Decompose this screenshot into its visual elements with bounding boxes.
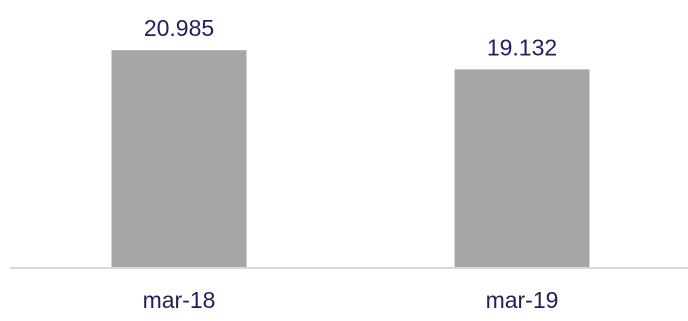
data-labels-group: 20.985 19.132 (144, 15, 557, 60)
bar-mar-18 (111, 50, 247, 268)
bar-mar-19 (454, 69, 590, 268)
data-label-mar-19: 19.132 (487, 34, 557, 60)
tick-labels-group: mar-18 mar-19 (143, 287, 559, 313)
data-label-mar-18: 20.985 (144, 15, 214, 41)
x-tick-label-mar-18: mar-18 (143, 287, 216, 313)
x-tick-label-mar-19: mar-19 (486, 287, 559, 313)
bars-group (111, 50, 590, 268)
